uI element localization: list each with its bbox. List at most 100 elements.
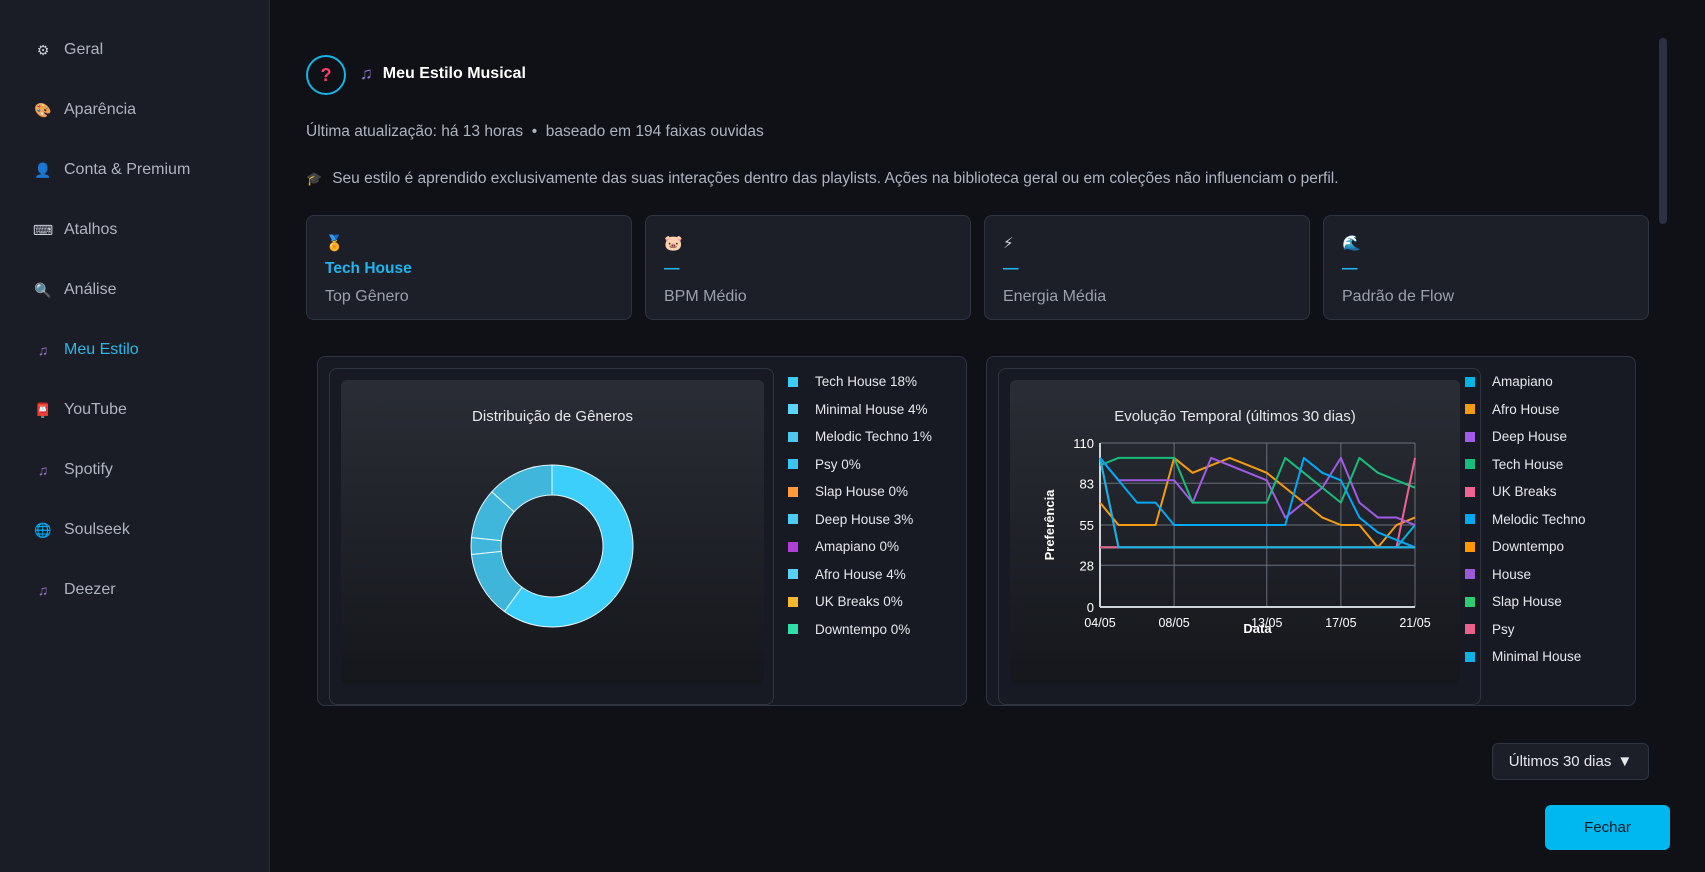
legend-label: Afro House [1492,401,1560,417]
legend-item[interactable]: Psy [1465,622,1515,637]
stat-card: ⚡ — Energia Média [984,215,1310,320]
legend-swatch [788,624,798,634]
legend-item[interactable]: Downtempo 0% [788,622,910,637]
stat-label: Energia Média [1003,288,1107,305]
sidebar-item-meu-estilo[interactable]: ♫ Meu Estilo [34,335,139,365]
legend-label: UK Breaks [1492,484,1557,499]
legend-label: Tech House 18% [815,374,918,389]
line-chart-title: Evolução Temporal (últimos 30 dias) [1114,408,1356,425]
legend-label: Psy 0% [815,456,861,472]
series-line-afro-house[interactable] [1099,456,1416,549]
keyboard-icon: ⌨ [32,221,54,238]
legend-item[interactable]: Downtempo [1465,539,1564,554]
globe-icon: 🌐 [34,521,52,538]
stat-value: — [664,260,680,277]
close-button[interactable]: Fechar [1545,805,1670,850]
sidebar-item-soulseek[interactable]: 🌐 Soulseek [34,515,130,545]
legend-swatch [1465,459,1475,469]
series-line-melodic-techno[interactable] [1099,456,1416,549]
sidebar-item-atalhos[interactable]: ⌨ Atalhos [32,215,118,245]
line-chart-frame [998,368,1481,705]
legend-item[interactable]: Melodic Techno 1% [788,429,932,444]
donut-chart-title: Distribuição de Gêneros [472,408,633,425]
legend-item[interactable]: Tech House 18% [788,374,917,389]
legend-item[interactable]: Amapiano 0% [788,539,899,554]
info-note: 🎓 Seu estilo é aprendido exclusivamente … [306,170,1339,188]
pig-icon: 🐷 [664,235,683,252]
legend-label: Deep House 3% [815,511,914,527]
y-tick-label: 110 [1073,436,1094,451]
line-chart: Evolução Temporal (últimos 30 dias) 0 28 5… [1010,380,1460,684]
legend-swatch [788,486,798,497]
legend-swatch [1465,651,1475,662]
sidebar-item-label: Aparência [64,101,137,118]
legend-item[interactable]: Slap House 0% [788,484,908,499]
legend-swatch [1465,486,1475,497]
donut-svg [470,464,634,628]
legend-label: Afro House 4% [815,566,906,582]
series-line-deep-house[interactable] [1099,456,1416,526]
info-note-text: Seu estilo é aprendido exclusivamente da… [332,170,1339,187]
legend-swatch [788,404,798,414]
series-line-minimal-house[interactable] [1099,457,1415,549]
legend-swatch [1465,596,1475,607]
sidebar-item-deezer[interactable]: ♫ Deezer [34,575,116,605]
stat-label: Top Gênero [325,288,409,305]
legend-item[interactable]: House [1465,567,1531,582]
legend-item[interactable]: Deep House [1465,429,1567,444]
stat-label: BPM Médio [664,288,747,305]
sidebar-item-apar-ncia[interactable]: 🎨 Aparência [34,95,136,125]
series-line-tech-house[interactable] [1099,456,1416,504]
line-chart-svg: 0 28 55 83 110 04/05 08/05 13/05 17/05 21/05 Data P… [1042,436,1431,636]
legend-item[interactable]: UK Breaks [1465,484,1557,499]
sidebar-item-label: Conta & Premium [64,161,191,178]
stat-label: Padrão de Flow [1342,288,1455,305]
legend-label: House [1492,566,1532,582]
donut-chart: Distribuição de Gêneros [341,380,764,684]
legend-swatch [1465,431,1475,442]
sidebar-item-youtube[interactable]: 📮 YouTube [34,395,127,425]
music-note-icon: ♫ [360,64,373,83]
help-button[interactable]: ? [306,55,346,95]
sidebar-item-label: Atalhos [64,221,118,238]
y-tick-label: 83 [1080,476,1094,491]
sidebar-item-an-lise[interactable]: 🔍 Análise [34,275,116,305]
legend-swatch [1465,624,1475,634]
legend-item[interactable]: Minimal House [1465,649,1581,664]
legend-item[interactable]: Amapiano [1465,374,1553,389]
x-axis-label: Data [1243,621,1272,636]
y-tick-label: 55 [1080,518,1094,533]
legend-item[interactable]: Slap House [1465,594,1562,609]
legend-item[interactable]: Afro House [1465,402,1560,417]
legend-item[interactable]: Melodic Techno [1465,512,1586,527]
legend-item[interactable]: UK Breaks 0% [788,594,903,609]
music-note-icon: ♫ [37,342,49,358]
donut-slice-tech-house[interactable] [503,464,634,628]
sidebar-item-label: Análise [64,281,117,298]
sidebar-item-conta-premium[interactable]: 👤 Conta & Premium [34,155,190,185]
legend-item[interactable]: Afro House 4% [788,567,906,582]
x-tick-label: 21/05 [1399,616,1430,630]
page-title-row: ♫ Meu Estilo Musical [360,64,526,84]
medal-icon: 🏅 [325,235,344,252]
legend-swatch [1465,514,1475,524]
x-tick-label: 08/05 [1158,616,1189,630]
legend-label: Minimal House [1492,649,1582,664]
legend-item[interactable]: Tech House [1465,457,1563,472]
legend-item[interactable]: Psy 0% [788,457,861,472]
sidebar-item-geral[interactable]: ⚙ Geral [34,35,103,65]
wave-icon: 🌊 [1342,235,1361,252]
legend-item[interactable]: Minimal House 4% [788,402,928,417]
scrollbar[interactable] [1659,38,1667,224]
gear-icon: ⚙ [36,41,50,58]
time-range-label: Últimos 30 dias [1508,753,1612,770]
time-range-dropdown[interactable]: Últimos 30 dias ▼ [1492,743,1649,780]
stat-value: Tech House [325,260,412,277]
sidebar-item-spotify[interactable]: ♫ Spotify [34,455,113,485]
sidebar-item-label: Deezer [64,581,116,598]
magnifier-icon: 🔍 [34,281,52,298]
sidebar-item-label: Meu Estilo [64,341,139,358]
legend-item[interactable]: Deep House 3% [788,512,913,527]
donut-slice-afro-house[interactable] [491,464,553,513]
y-tick-label: 28 [1080,558,1094,573]
